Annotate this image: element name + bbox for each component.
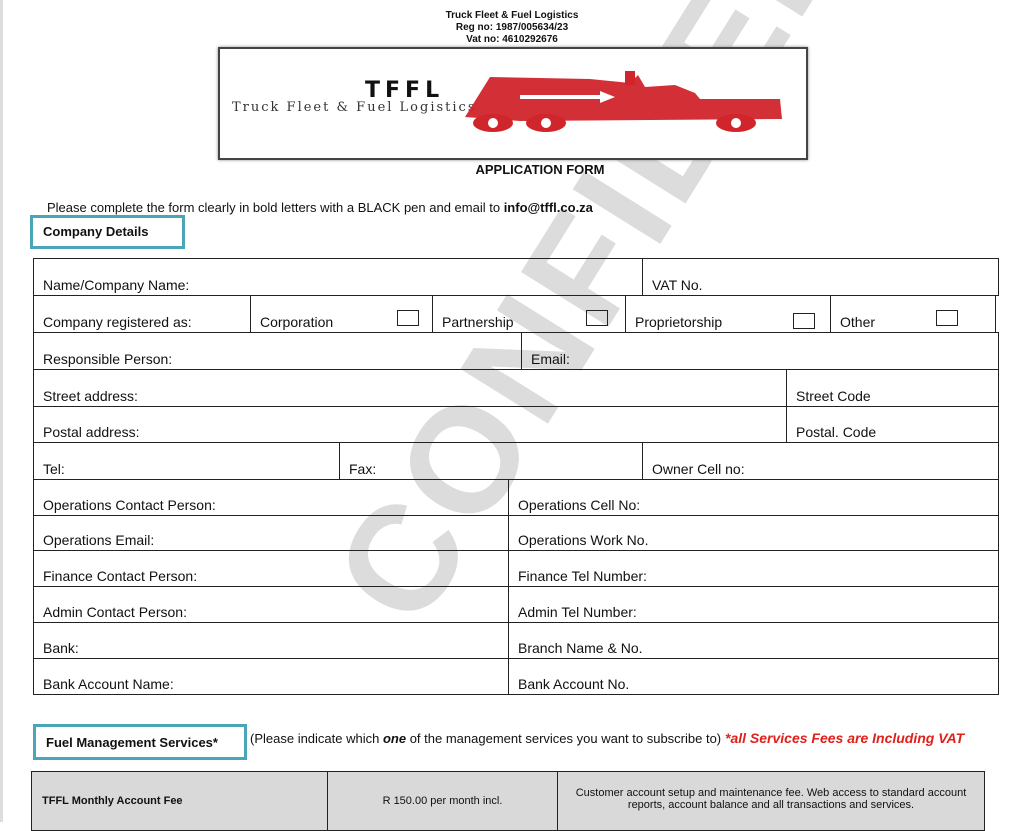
page-edge: [0, 0, 3, 822]
partnership-checkbox[interactable]: [586, 310, 608, 326]
logo-name: Truck Fleet & Fuel Logistics: [232, 100, 477, 115]
admin-contact-field[interactable]: Admin Contact Person:: [33, 586, 509, 623]
fee-name: TFFL Monthly Account Fee: [31, 771, 328, 831]
ops-cell-field[interactable]: Operations Cell No:: [508, 479, 999, 516]
company-logo: TFFL Truck Fleet & Fuel Logistics: [218, 47, 808, 160]
bank-account-no-field[interactable]: Bank Account No.: [508, 658, 999, 695]
name-field[interactable]: Name/Company Name:: [33, 258, 643, 296]
form-title: APPLICATION FORM: [475, 162, 605, 177]
reg-number: Reg no: 1987/005634/23: [455, 22, 569, 33]
company-name: Truck Fleet & Fuel Logistics: [445, 10, 579, 21]
other-checkbox[interactable]: [936, 310, 958, 326]
contact-email: info@tffl.co.za: [503, 200, 593, 215]
street-code-field[interactable]: Street Code: [786, 369, 999, 407]
responsible-person-field[interactable]: Responsible Person:: [33, 332, 522, 370]
fax-field[interactable]: Fax:: [339, 442, 643, 480]
fee-description: Customer account setup and maintenance f…: [557, 771, 985, 831]
bank-account-name-field[interactable]: Bank Account Name:: [33, 658, 509, 695]
fuel-services-heading: Fuel Management Services*: [33, 724, 247, 760]
bank-field[interactable]: Bank:: [33, 622, 509, 659]
intro-instructions: Please complete the form clearly in bold…: [47, 200, 504, 215]
company-details-heading: Company Details: [30, 215, 185, 249]
finance-tel-field[interactable]: Finance Tel Number:: [508, 550, 999, 587]
note-post: of the management services you want to s…: [406, 731, 722, 746]
street-address-field[interactable]: Street address:: [33, 369, 787, 407]
vat-field[interactable]: VAT No.: [642, 258, 999, 296]
fee-price: R 150.00 per month incl.: [327, 771, 558, 831]
branch-field[interactable]: Branch Name & No.: [508, 622, 999, 659]
note-pre: (Please indicate which: [250, 731, 383, 746]
email-field[interactable]: Email:: [521, 332, 999, 370]
postal-code-field[interactable]: Postal. Code: [786, 406, 999, 443]
ops-contact-field[interactable]: Operations Contact Person:: [33, 479, 509, 516]
vat-number: Vat no: 4610292676: [466, 34, 558, 45]
ops-work-field[interactable]: Operations Work No.: [508, 515, 999, 551]
intro-text: Please complete the form clearly in bold…: [47, 200, 593, 215]
vat-note: *all Services Fees are Including VAT: [721, 730, 965, 746]
tel-field[interactable]: Tel:: [33, 442, 340, 480]
admin-tel-field[interactable]: Admin Tel Number:: [508, 586, 999, 623]
logo-abbr: TFFL: [365, 78, 444, 103]
finance-contact-field[interactable]: Finance Contact Person:: [33, 550, 509, 587]
note-one: one: [382, 731, 407, 746]
corporation-checkbox[interactable]: [397, 310, 419, 326]
fuel-services-note: (Please indicate which one of the manage…: [250, 730, 990, 747]
truck-icon: [465, 71, 782, 132]
postal-address-field[interactable]: Postal address:: [33, 406, 787, 443]
other-option: Other: [830, 295, 996, 333]
ops-email-field[interactable]: Operations Email:: [33, 515, 509, 551]
registered-as-label: Company registered as:: [33, 295, 251, 333]
owner-cell-field[interactable]: Owner Cell no:: [642, 442, 999, 480]
proprietorship-checkbox[interactable]: [793, 313, 815, 329]
